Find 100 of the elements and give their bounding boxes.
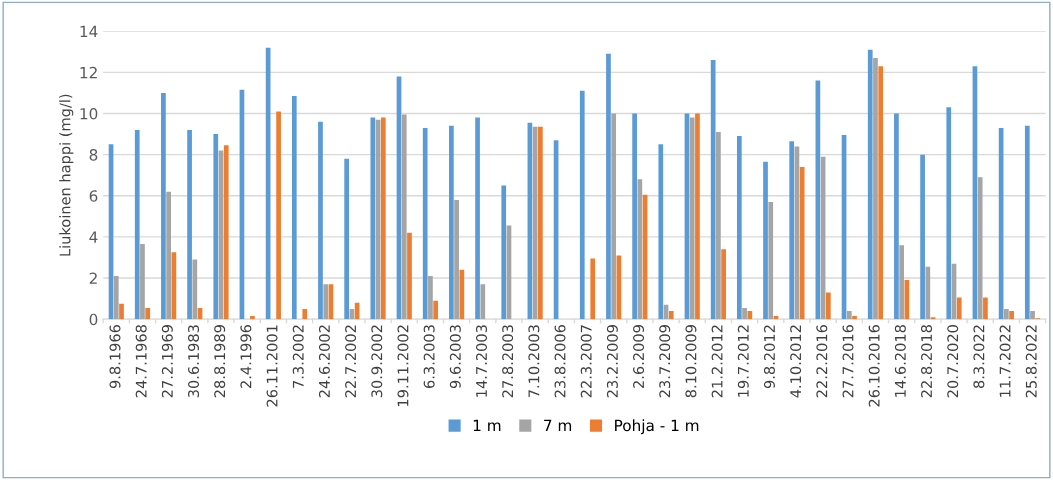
x-tick-label: 8.10.2009 — [685, 325, 697, 398]
x-tick-label: 14.7.2003 — [475, 325, 488, 397]
bar — [611, 113, 617, 320]
y-axis-title: Liukoinen happi (mg/l) — [59, 94, 74, 256]
bar — [140, 244, 145, 320]
x-tick-label: 27.2.1969 — [161, 325, 173, 398]
x-tick-label: 21.2.2012 — [711, 325, 723, 398]
bar — [825, 292, 831, 320]
x-tick-label: 9.8.2012 — [763, 325, 775, 389]
bar — [501, 185, 507, 320]
y-tick-label: 0 — [89, 313, 98, 326]
y-tick-label: 14 — [80, 25, 98, 37]
bar — [213, 134, 219, 320]
x-tick-label: 26.10.2016 — [868, 324, 880, 407]
bar — [344, 158, 350, 320]
legend-label: 1 m — [473, 419, 501, 431]
bar — [449, 125, 454, 320]
x-tick-label: 9.6.2003 — [449, 325, 461, 389]
bar — [606, 53, 611, 320]
bar — [695, 113, 700, 320]
bar — [899, 245, 904, 320]
bar — [658, 144, 664, 320]
bar — [742, 307, 747, 320]
x-tick-label: 19.11.2002 — [397, 325, 409, 406]
bar — [302, 308, 308, 320]
bar — [689, 117, 695, 320]
bar — [1004, 308, 1009, 320]
x-tick-label: 9.8.1966 — [109, 324, 121, 389]
bar — [323, 284, 329, 320]
bar — [789, 141, 795, 320]
bar — [736, 136, 742, 320]
bar — [161, 92, 166, 320]
bar — [747, 310, 753, 320]
x-tick-label: 27.7.2016 — [842, 324, 854, 398]
bar — [223, 145, 229, 320]
y-tick-label: 6 — [89, 190, 98, 202]
bar — [145, 307, 151, 320]
x-tick-label: 23.2.2009 — [606, 325, 618, 398]
bar — [428, 276, 433, 320]
x-tick-label: 14.6.2018 — [894, 325, 906, 397]
bar — [873, 57, 878, 320]
bar — [538, 126, 543, 320]
bar — [716, 132, 721, 320]
x-tick-label: 8.3.2022 — [973, 325, 985, 389]
bar — [1030, 310, 1035, 320]
bar — [763, 161, 768, 320]
bar — [768, 201, 774, 320]
bar — [668, 310, 674, 320]
x-tick-label: 22.3.2007 — [580, 325, 592, 398]
bar — [852, 316, 857, 320]
x-tick-label: 30.9.2002 — [371, 325, 383, 398]
bar — [894, 113, 899, 320]
x-tick-label: 11.7.2022 — [999, 325, 1011, 397]
bar — [983, 297, 988, 320]
bar — [291, 96, 297, 320]
bar — [134, 129, 140, 320]
bar — [710, 60, 716, 320]
x-tick-label: 6.3.2003 — [423, 325, 435, 388]
bar — [370, 117, 376, 320]
x-tick-label: 22.7.2002 — [345, 325, 357, 398]
y-tick-label: 8 — [89, 149, 98, 161]
bar — [433, 300, 439, 320]
x-tick-label: 30.6.1983 — [188, 325, 200, 398]
bar — [407, 232, 412, 320]
bar — [422, 127, 428, 320]
x-tick-label: 27.8.2003 — [502, 325, 514, 398]
bar — [846, 310, 852, 320]
x-tick-label: 28.8.1989 — [214, 325, 226, 398]
x-tick-label: 24.6.2002 — [318, 325, 330, 398]
y-tick-label: 10 — [80, 107, 98, 120]
x-tick-label: 24.7.1968 — [135, 325, 147, 398]
x-tick-label: 25.8.2022 — [1025, 325, 1037, 398]
bar — [867, 49, 873, 320]
bar — [799, 166, 805, 320]
x-tick-label: 2.4.1996 — [240, 324, 252, 388]
bar — [956, 297, 962, 320]
bar — [946, 107, 952, 320]
x-tick-label: 2.6.2009 — [633, 325, 645, 388]
x-tick-label: 7.3.2002 — [292, 325, 304, 388]
bar — [119, 303, 124, 320]
bar — [878, 66, 884, 320]
bar — [475, 117, 480, 320]
x-tick-label: 26.11.2001 — [266, 325, 278, 407]
bar — [459, 269, 465, 320]
x-tick-label: 20.7.2020 — [947, 325, 959, 398]
bar — [276, 111, 281, 320]
x-tick-label: 22.2.2016 — [816, 324, 828, 398]
bar — [113, 276, 119, 320]
x-tick-label: 23.7.2009 — [659, 325, 671, 398]
bar — [454, 199, 459, 320]
bar — [925, 266, 931, 320]
x-tick-label: 4.10.2012 — [790, 325, 802, 398]
bar — [579, 90, 585, 320]
bar — [192, 259, 198, 320]
bar — [1009, 310, 1014, 320]
x-tick-label: 22.8.2018 — [921, 325, 933, 398]
y-tick-label: 4 — [89, 231, 98, 243]
bar — [480, 284, 486, 320]
bar — [166, 191, 171, 320]
bar — [1024, 125, 1030, 320]
